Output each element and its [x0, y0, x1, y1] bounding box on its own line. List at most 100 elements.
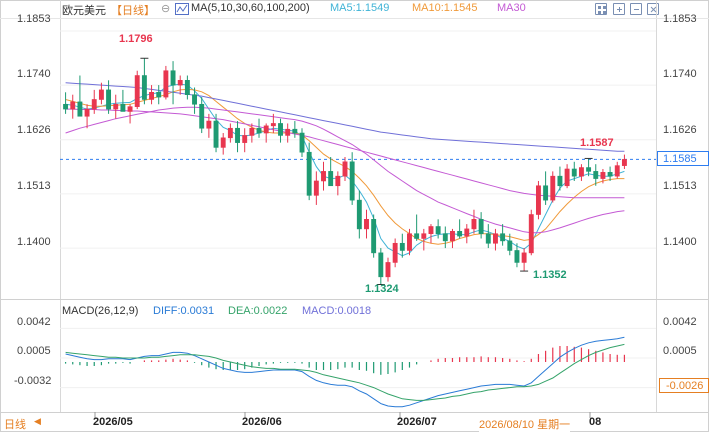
- low-label-2: 1.1352: [533, 269, 567, 281]
- candle-body: [485, 233, 491, 244]
- candle-body: [607, 172, 613, 177]
- chart-header: 欧元美元 【日线】 ⊖ MA(5,10,30,60,100,200) MA5:1…: [0, 0, 709, 18]
- zoom-out-icon[interactable]: [630, 3, 642, 15]
- price-tick: 1.1853: [663, 13, 697, 25]
- ma-params[interactable]: MA(5,10,30,60,100,200): [191, 2, 310, 14]
- x-axis-label-partial: 08: [589, 416, 602, 428]
- candle-body: [285, 128, 291, 136]
- candle-body: [270, 123, 276, 127]
- x-axis-label: 2026/05: [93, 416, 133, 428]
- candle-body: [528, 214, 534, 254]
- candle-body: [478, 219, 484, 234]
- candle-body: [571, 168, 577, 177]
- dropdown-arrow-icon[interactable]: ◀: [34, 416, 41, 426]
- candle-body: [91, 99, 97, 110]
- period-selector[interactable]: 【日线】: [111, 5, 155, 17]
- candle-body: [614, 165, 620, 177]
- candle-body: [263, 125, 269, 134]
- candle-body: [564, 168, 570, 187]
- candle-body: [77, 101, 83, 117]
- candle-body: [242, 135, 248, 143]
- candle-body: [227, 127, 233, 139]
- price-tick-left: 1.1400: [17, 236, 51, 248]
- candle-body: [385, 262, 391, 278]
- candle-body: [206, 120, 212, 129]
- candle-body: [621, 159, 627, 166]
- candle-body: [199, 103, 205, 129]
- candle-body: [442, 233, 448, 242]
- price-tick: 1.1626: [663, 124, 697, 136]
- candle-body: [471, 219, 477, 230]
- candle-body: [507, 240, 513, 251]
- candle-body: [371, 219, 377, 254]
- indicator-icon[interactable]: [175, 3, 189, 18]
- period-footer[interactable]: 日线 ◀: [0, 414, 48, 432]
- candle-body: [535, 185, 541, 215]
- grid-icon[interactable]: [595, 3, 607, 15]
- candle-body: [407, 233, 412, 251]
- candle-body: [120, 103, 126, 112]
- candle-body: [435, 226, 441, 234]
- candle-body: [321, 171, 326, 182]
- candle-body: [414, 233, 420, 239]
- candle-body: [378, 252, 384, 278]
- price-markers: [140, 57, 593, 285]
- candle-body: [586, 167, 592, 172]
- candle-body: [63, 103, 69, 110]
- close-icon[interactable]: [647, 3, 659, 15]
- period-footer-label: 日线: [4, 419, 26, 431]
- price-tick-left: 1.1513: [17, 180, 51, 192]
- candle-body: [514, 250, 520, 263]
- candle-body: [543, 185, 549, 201]
- ma10-value: MA10:1.1545: [412, 2, 478, 14]
- macd-dea-value: DEA:0.0022: [228, 305, 288, 317]
- candle-body: [256, 127, 262, 134]
- zoom-in-icon[interactable]: [613, 3, 625, 15]
- candle-body: [156, 91, 162, 98]
- candle-body: [106, 89, 112, 110]
- candle-body: [328, 171, 334, 187]
- candle-body: [84, 108, 90, 117]
- candle-body: [550, 175, 556, 201]
- candle-body: [184, 80, 190, 95]
- candle-body: [213, 120, 219, 148]
- candle-body: [335, 175, 341, 187]
- candle-body: [220, 137, 226, 148]
- candle-body: [557, 175, 563, 187]
- candle-body: [464, 228, 470, 237]
- macd-line-dea: [65, 343, 625, 401]
- settings-circle-icon[interactable]: ⊖: [161, 3, 171, 15]
- macd-params[interactable]: MACD(26,12,9): [62, 305, 139, 317]
- candle-body: [364, 219, 369, 230]
- recent-high-label: 1.1587: [580, 137, 614, 149]
- candle-body: [149, 91, 155, 100]
- candle-body: [457, 230, 463, 237]
- candle-body: [177, 80, 183, 86]
- candle-body: [600, 172, 606, 179]
- macd-tick: 0.0005: [663, 345, 697, 357]
- candle-body: [313, 180, 319, 196]
- candle-body: [593, 171, 599, 179]
- candle-body: [192, 94, 197, 105]
- candle-body: [134, 75, 140, 107]
- symbol-title: 欧元美元: [62, 5, 106, 17]
- candle-body: [235, 127, 240, 143]
- high-label: 1.1796: [119, 33, 153, 45]
- macd-tick: 0.0042: [663, 316, 697, 328]
- candle-body: [141, 75, 147, 100]
- candle-body: [521, 252, 527, 263]
- candle-body: [500, 233, 506, 242]
- candle-body: [127, 106, 133, 112]
- macd-diff-value: DIFF:0.0031: [153, 305, 215, 317]
- macd-tick-left: 0.0005: [17, 345, 51, 357]
- candle-body: [70, 101, 76, 110]
- candle-body: [306, 151, 312, 196]
- candle-body: [292, 128, 298, 134]
- candle-body: [421, 233, 427, 239]
- macd-tick-left: -0.0032: [14, 375, 52, 387]
- price-tick-left: 1.1740: [17, 68, 51, 80]
- candle-body: [299, 132, 305, 153]
- macd-tick-left: 0.0042: [17, 316, 51, 328]
